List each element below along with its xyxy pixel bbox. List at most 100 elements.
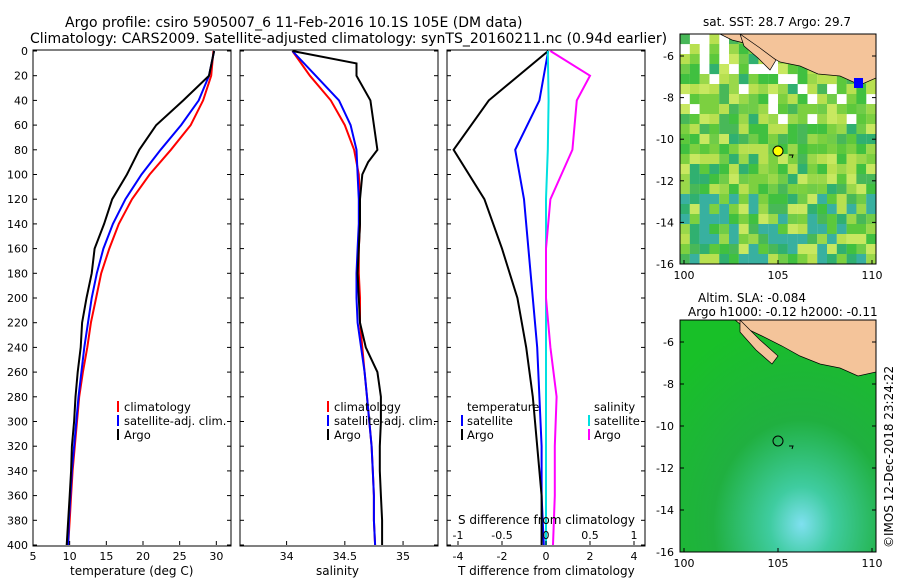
depth-tick-label: 360	[7, 490, 28, 503]
sst-map	[679, 33, 877, 265]
map-lat-tick: -6	[663, 336, 674, 349]
legend-t-argo: Argo	[467, 428, 494, 442]
float-track-marker	[789, 154, 794, 159]
map-lat-tick: -14	[656, 216, 674, 229]
difference-line-temperature-argo	[452, 50, 549, 545]
map-lon-tick: 110	[862, 557, 883, 570]
sla-map	[679, 319, 877, 553]
s-difference-label: S difference from climatology	[458, 513, 635, 527]
depth-tick-label: 180	[7, 267, 28, 280]
legend-s-satellite: satellite	[594, 414, 640, 428]
depth-tick-label: 280	[7, 391, 28, 404]
temperature-legend: climatology satellite-adj. clim. Argo	[117, 400, 226, 442]
s-diff-xtick: 1	[631, 529, 638, 542]
axis-ticks: 0204060801001201401601802002202402602803…	[7, 45, 645, 563]
depth-tick-label: 100	[7, 169, 28, 182]
difference-line-temperature-satellite	[514, 50, 550, 546]
depth-tick-label: 340	[7, 465, 28, 478]
sla-map-title-2: Argo h1000: -0.12 h2000: -0.11	[688, 305, 878, 319]
map-lon-tick: 100	[674, 557, 695, 570]
t-diff-xtick: 4	[631, 550, 638, 563]
temperature-xlabel: temperature (deg C)	[70, 564, 193, 578]
depth-tick-label: 120	[7, 193, 28, 206]
temperature-xtick: 10	[63, 550, 77, 563]
map-lat-tick: -8	[663, 378, 674, 391]
s-diff-xtick: 0	[543, 529, 550, 542]
s-diff-xtick: 0.5	[581, 529, 599, 542]
s-diff-xtick: -1	[453, 529, 464, 542]
depth-tick-label: 0	[21, 45, 28, 58]
t-diff-xtick: -4	[453, 550, 464, 563]
map-lat-tick: -12	[656, 175, 674, 188]
map-lon-tick: 100	[674, 269, 695, 282]
map-lat-tick: -8	[663, 92, 674, 105]
depth-tick-label: 220	[7, 317, 28, 330]
land-sumatra	[739, 34, 777, 71]
float-track-marker	[789, 445, 794, 450]
salinity-panel	[239, 49, 439, 547]
depth-tick-label: 320	[7, 440, 28, 453]
cold-pixel	[854, 78, 863, 88]
depth-tick-label: 240	[7, 341, 28, 354]
difference-legend: temperature satellite Argo salinity sate…	[461, 400, 640, 442]
map-lon-tick: 105	[768, 269, 789, 282]
sla-map-title-1: Altim. SLA: -0.084	[698, 291, 806, 305]
depth-tick-label: 300	[7, 416, 28, 429]
legend-argo: Argo	[334, 428, 361, 442]
depth-tick-label: 20	[14, 70, 28, 83]
sst-map-title: sat. SST: 28.7 Argo: 29.7	[703, 15, 851, 29]
temperature-xtick: 30	[209, 550, 223, 563]
map-lat-tick: -10	[656, 133, 674, 146]
s-diff-xtick: -0.5	[491, 529, 512, 542]
salinity-xtick: 34	[280, 550, 294, 563]
depth-tick-label: 380	[7, 514, 28, 527]
salinity-line-satellite-adj-clim-	[291, 50, 377, 546]
depth-tick-label: 60	[14, 119, 28, 132]
temperature-line-argo	[65, 50, 216, 546]
argo-location-marker	[772, 435, 784, 447]
legend-climatology: climatology	[124, 400, 191, 414]
salinity-legend: climatology satellite-adj. clim. Argo	[327, 400, 436, 442]
map-lon-tick: 110	[862, 269, 883, 282]
depth-tick-label: 80	[14, 144, 28, 157]
t-diff-xtick: 0	[543, 550, 550, 563]
depth-tick-label: 40	[14, 94, 28, 107]
map-lat-tick: -6	[663, 50, 674, 63]
salinity-xtick: 35	[396, 550, 410, 563]
legend-t-satellite: satellite	[467, 414, 513, 428]
salinity-xlabel: salinity	[316, 564, 359, 578]
legend-temperature-title: temperature	[467, 400, 539, 414]
temperature-panel	[32, 49, 232, 547]
depth-tick-label: 260	[7, 366, 28, 379]
salinity-xtick: 34.5	[333, 550, 358, 563]
title-line1: Argo profile: csiro 5905007_6 11-Feb-201…	[65, 15, 523, 31]
title-line2: Climatology: CARS2009. Satellite-adjuste…	[30, 31, 667, 47]
land-java	[734, 320, 876, 377]
temperature-xtick: 5	[30, 550, 37, 563]
depth-tick-label: 200	[7, 292, 28, 305]
t-diff-xtick: -2	[497, 550, 508, 563]
temperature-xtick: 20	[136, 550, 150, 563]
legend-climatology: climatology	[334, 400, 401, 414]
difference-line-salinity-argo	[545, 50, 592, 546]
map-lat-tick: -14	[656, 504, 674, 517]
difference-xlabel: T difference from climatology	[457, 564, 635, 578]
map-lat-tick: -16	[656, 258, 674, 271]
legend-satellite: satellite-adj. clim.	[124, 414, 226, 428]
legend-satellite: satellite-adj. clim.	[334, 414, 436, 428]
argo-location-marker	[772, 145, 784, 157]
depth-tick-label: 400	[7, 539, 28, 552]
legend-argo: Argo	[124, 428, 151, 442]
temperature-line-satellite-adj-clim-	[67, 50, 216, 546]
t-diff-xtick: 2	[587, 550, 594, 563]
imos-watermark: ©IMOS 12-Dec-2018 23:24:22	[882, 366, 896, 548]
map-lat-tick: -12	[656, 462, 674, 475]
depth-tick-label: 140	[7, 218, 28, 231]
map-lon-tick: 105	[768, 557, 789, 570]
temperature-xtick: 15	[99, 550, 113, 563]
salinity-line-argo	[292, 50, 384, 545]
temperature-xtick: 25	[173, 550, 187, 563]
legend-s-argo: Argo	[594, 428, 621, 442]
